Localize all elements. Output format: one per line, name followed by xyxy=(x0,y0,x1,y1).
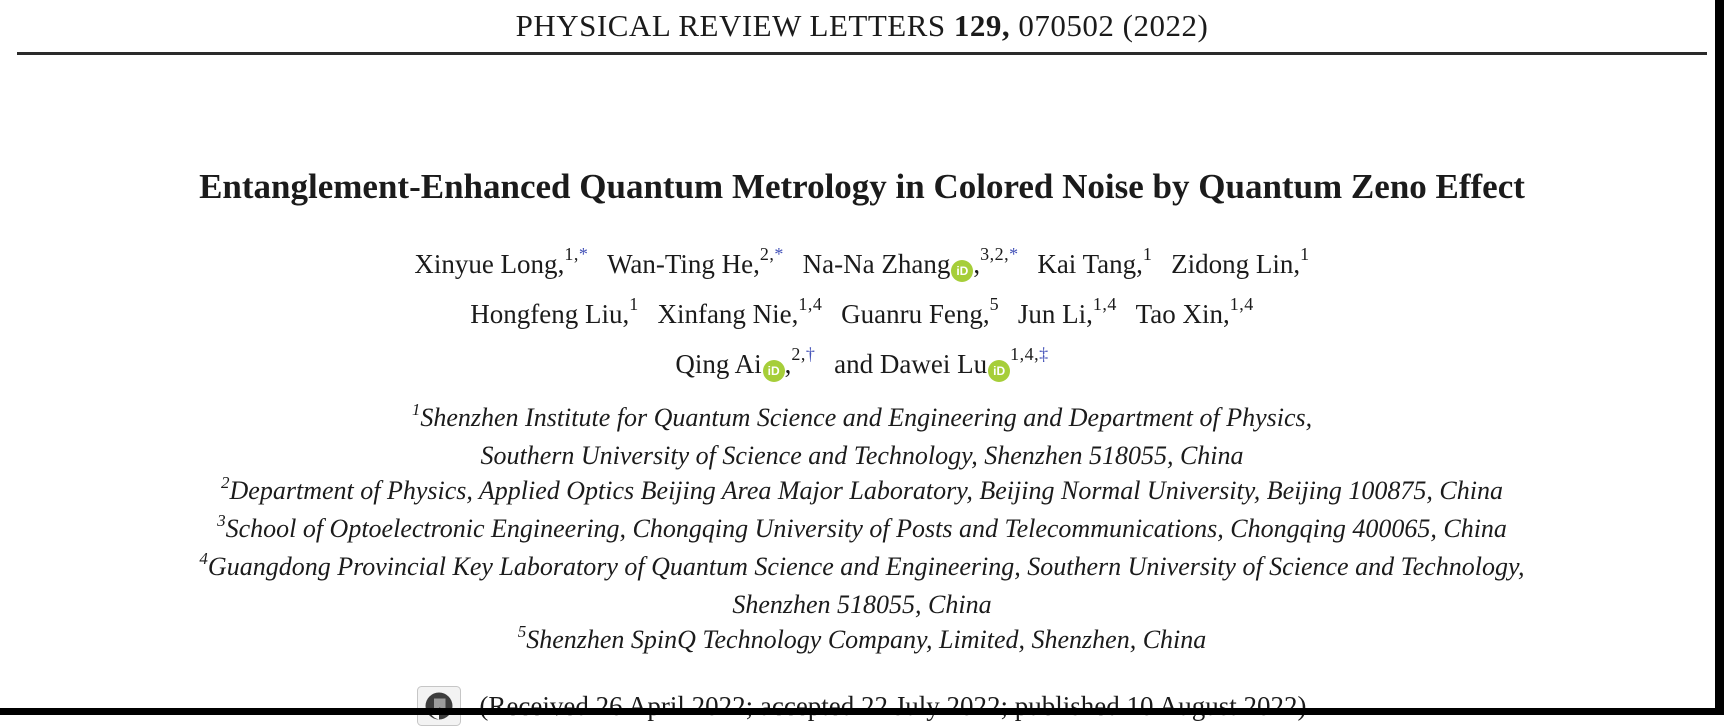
author-superscript: 1,* xyxy=(564,244,589,264)
author-name: Hongfeng Liu xyxy=(470,299,623,329)
affiliation-text: Shenzhen 518055, China xyxy=(732,590,992,619)
author-superscript: 3,2,* xyxy=(980,244,1019,264)
footnote-marker-link[interactable]: * xyxy=(578,244,589,264)
author: Jun Li,1,4 xyxy=(1017,294,1117,329)
author-name: Qing Ai xyxy=(675,349,762,379)
journal-header: PHYSICAL REVIEW LETTERS 129, 070502 (202… xyxy=(0,0,1724,44)
author-superscript: 1,4 xyxy=(798,294,823,314)
author-line-3: Qing Ai iD ,2,† and Dawei Lu iD1,4,‡ xyxy=(0,341,1724,391)
author: and Dawei Lu iD1,4,‡ xyxy=(834,344,1048,382)
author-comma: , xyxy=(1136,249,1143,279)
author-comma: , xyxy=(982,299,990,329)
author-name: and Dawei Lu xyxy=(834,349,988,379)
author-superscript: 1,4 xyxy=(1229,294,1254,314)
right-edge-bar xyxy=(1715,0,1724,715)
author-superscript: 1 xyxy=(1300,244,1310,264)
affiliation-1-line-1: 1Shenzhen Institute for Quantum Science … xyxy=(0,400,1724,438)
author-superscript: 1,4 xyxy=(1092,294,1117,314)
author-superscript: 5 xyxy=(989,294,1000,314)
author-comma: , xyxy=(973,249,981,279)
journal-issue-info: 070502 (2022) xyxy=(1018,8,1209,43)
footnote-marker-link[interactable]: * xyxy=(774,244,784,264)
author: Qing Ai iD ,2,† xyxy=(675,344,815,382)
footnote-marker-link[interactable]: † xyxy=(805,344,816,364)
author: Kai Tang,1 xyxy=(1037,244,1152,279)
affiliation-text: Shenzhen SpinQ Technology Company, Limit… xyxy=(526,625,1207,654)
author-comma: , xyxy=(791,299,799,329)
author-superscript: 2,* xyxy=(759,244,784,264)
orcid-icon[interactable]: iD xyxy=(988,360,1011,382)
author-superscript: 1 xyxy=(1142,244,1153,264)
author-superscript: 1 xyxy=(629,294,639,314)
author: Tao Xin,1,4 xyxy=(1135,294,1254,329)
dates-text: (Received 26 April 2022; accepted 22 Jul… xyxy=(479,690,1307,721)
author: Hongfeng Liu,1 xyxy=(470,294,638,329)
affiliation-5: 5Shenzhen SpinQ Technology Company, Limi… xyxy=(0,622,1724,660)
orcid-icon[interactable]: iD xyxy=(762,360,785,382)
journal-name: PHYSICAL REVIEW LETTERS xyxy=(515,8,946,43)
author-name: Jun Li xyxy=(1017,299,1087,329)
affiliation-4-line-1: 4Guangdong Provincial Key Laboratory of … xyxy=(0,549,1724,587)
author-comma: , xyxy=(1223,299,1230,329)
crossmark-icon[interactable] xyxy=(417,686,462,726)
author-name: Kai Tang xyxy=(1037,249,1137,279)
affiliation-superscript: 3 xyxy=(217,511,226,530)
author: Zidong Lin,1 xyxy=(1171,244,1310,279)
author-comma: , xyxy=(753,249,760,279)
author-name: Tao Xin xyxy=(1135,299,1224,329)
orcid-icon[interactable]: iD xyxy=(951,260,974,282)
affiliation-2: 2Department of Physics, Applied Optics B… xyxy=(0,473,1724,511)
footnote-marker-link[interactable]: * xyxy=(1009,244,1019,264)
authors-block: Xinyue Long,1,* Wan-Ting He,2,* Na-Na Zh… xyxy=(0,241,1724,391)
author-comma: , xyxy=(784,349,792,379)
author-comma: , xyxy=(1293,249,1301,279)
affiliation-superscript: 2 xyxy=(221,473,230,492)
author: Guanru Feng,5 xyxy=(841,294,999,329)
author-comma: , xyxy=(622,299,630,329)
author: Wan-Ting He,2,* xyxy=(607,244,784,279)
author-comma: , xyxy=(1086,299,1093,329)
author: Na-Na Zhang iD ,3,2,* xyxy=(802,244,1019,282)
author-name: Na-Na Zhang xyxy=(802,249,951,279)
author-name: Xinyue Long xyxy=(414,249,558,279)
received-line: (Received 26 April 2022; accepted 22 Jul… xyxy=(0,686,1724,726)
author-name: Guanru Feng xyxy=(841,299,983,329)
affiliation-superscript: 5 xyxy=(517,622,527,641)
paper-title: Entanglement-Enhanced Quantum Metrology … xyxy=(199,167,1525,206)
author-name: Xinfang Nie xyxy=(657,299,792,329)
affiliation-text: Guangdong Provincial Key Laboratory of Q… xyxy=(207,552,1525,581)
header-divider-rule xyxy=(17,52,1707,55)
affiliation-text: School of Optoelectronic Engineering, Ch… xyxy=(225,514,1507,543)
author-superscript: 1,4,‡ xyxy=(1010,344,1049,364)
author-name: Wan-Ting He xyxy=(607,249,754,279)
author-comma: , xyxy=(557,249,565,279)
affiliation-3: 3School of Optoelectronic Engineering, C… xyxy=(0,511,1724,549)
author-name: Zidong Lin xyxy=(1171,249,1294,279)
affiliation-superscript: 4 xyxy=(199,549,208,568)
journal-volume: 129, xyxy=(953,8,1011,43)
affiliation-4-line-2: Shenzhen 518055, China xyxy=(0,587,1724,622)
affiliation-superscript: 1 xyxy=(411,400,421,419)
author: Xinfang Nie,1,4 xyxy=(657,294,822,329)
footnote-marker-link[interactable]: ‡ xyxy=(1039,344,1049,364)
affiliation-1-line-2: Southern University of Science and Techn… xyxy=(0,438,1724,473)
author-line-2: Hongfeng Liu,1 Xinfang Nie,1,4 Guanru Fe… xyxy=(0,291,1724,341)
bottom-edge-bar xyxy=(0,708,1724,715)
affiliation-text: Southern University of Science and Techn… xyxy=(480,441,1244,470)
author-line-1: Xinyue Long,1,* Wan-Ting He,2,* Na-Na Zh… xyxy=(0,241,1724,291)
affiliation-text: Shenzhen Institute for Quantum Science a… xyxy=(420,403,1313,432)
affiliation-text: Department of Physics, Applied Optics Be… xyxy=(229,476,1503,505)
author: Xinyue Long,1,* xyxy=(414,244,588,279)
author-superscript: 2,† xyxy=(791,344,816,364)
affiliations-block: 1Shenzhen Institute for Quantum Science … xyxy=(0,400,1724,660)
